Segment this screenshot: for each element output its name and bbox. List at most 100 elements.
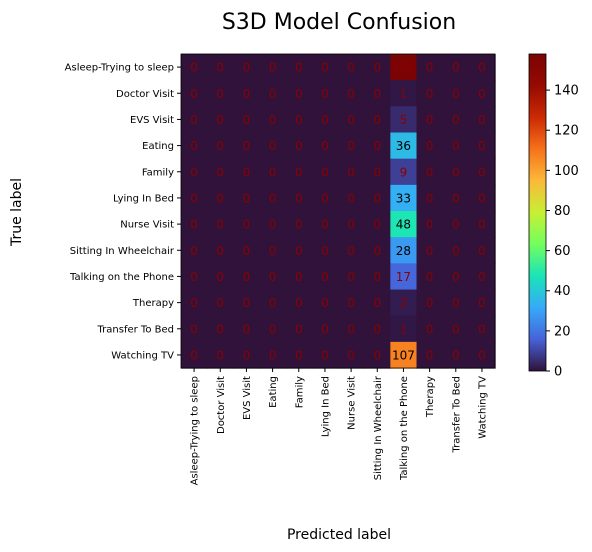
heatmap-cell: [181, 211, 208, 238]
cell-value-label: 0: [347, 270, 355, 284]
heatmap-cell: [207, 211, 234, 238]
heatmap-cell: [364, 106, 391, 134]
cell-value-label: 0: [190, 61, 198, 75]
heatmap-cell: [259, 315, 287, 343]
heatmap-cell: [233, 132, 261, 160]
heatmap-cell: [390, 289, 418, 317]
heatmap-cell: [468, 263, 496, 291]
y-tick-label: Talking on the Phone: [69, 272, 174, 283]
heatmap-cell: [468, 132, 496, 160]
cell-value-label: 0: [426, 139, 434, 153]
cell-value-label: 0: [243, 87, 251, 101]
heatmap-cell: [390, 263, 418, 291]
cell-value-label: 0: [216, 244, 224, 258]
cell-value-label: 0: [243, 61, 251, 75]
cell-value-label: 0: [190, 139, 198, 153]
y-tick-labels: Asleep-Trying to sleep Doctor Visit EVS Vi…: [65, 63, 181, 361]
heatmap-cell: [442, 132, 470, 160]
heatmap-cell: [442, 54, 470, 81]
cell-value-label: 0: [321, 296, 329, 310]
heatmap-cell: [442, 211, 470, 238]
colorbar-tick-label: 140: [554, 84, 579, 99]
heatmap-cell: [338, 106, 365, 134]
cell-value-label: 0: [347, 322, 355, 336]
heatmap-cell: [364, 237, 391, 264]
colorbar-tick-label: 120: [554, 124, 579, 139]
cell-value-label: 0: [347, 218, 355, 232]
cell-value-label: 0: [373, 296, 381, 310]
x-tick-label: EVS Visit: [242, 376, 253, 420]
heatmap-cell: [364, 158, 391, 186]
heatmap-cell: [285, 106, 313, 134]
heatmap-cell: [311, 184, 339, 212]
colorbar-tick-label: 0: [554, 365, 562, 380]
cell-value-label: 0: [478, 296, 486, 310]
heatmap-cell: [311, 211, 339, 238]
heatmap-cell: [468, 158, 496, 186]
cell-value-label: 0: [321, 270, 329, 284]
heatmap-cell: [364, 263, 391, 291]
cell-value-label: 0: [190, 165, 198, 179]
heatmap-cell: [364, 289, 391, 317]
x-tick-label: Watching TV: [477, 376, 488, 439]
cell-value-label: 0: [373, 348, 381, 362]
heatmap-cell: [207, 54, 234, 81]
heatmap-cell: [416, 80, 444, 107]
cell-value-label: 0: [478, 270, 486, 284]
heatmap-cell: [390, 184, 418, 212]
heatmap-cell: [181, 54, 208, 81]
x-tick-label: Transfer To Bed: [451, 376, 462, 453]
cell-value-label: 0: [269, 348, 277, 362]
heatmap-cell: [364, 80, 391, 107]
colorbar: 0 20 40 60 80 100 120 140: [528, 53, 579, 380]
heatmap-cell: [181, 184, 208, 212]
cell-value-label: 0: [478, 87, 486, 101]
heatmap-cell: [285, 80, 313, 107]
cell-value-label: 0: [295, 270, 303, 284]
heatmap-cell: [311, 289, 339, 317]
cell-value-label: 0: [426, 348, 434, 362]
heatmap-cell: [390, 315, 418, 343]
cell-value-label: 0: [190, 191, 198, 205]
heatmap-cell: [390, 158, 418, 186]
heatmap-cell: [442, 237, 470, 264]
heatmap-cell: [364, 315, 391, 343]
cell-value-label: 0: [243, 244, 251, 258]
cell-value-label: 0: [190, 296, 198, 310]
cell-value-label: 0: [373, 218, 381, 232]
cell-value-label: 0: [295, 218, 303, 232]
cell-value-label: 0: [426, 322, 434, 336]
cell-value-label: 0: [452, 113, 460, 127]
cell-value-label: 0: [347, 61, 355, 75]
cell-value-label: 0: [216, 270, 224, 284]
heatmap-cell: [233, 80, 261, 107]
heatmap-cell: [259, 211, 287, 238]
colorbar-tick-label: 40: [554, 284, 571, 299]
cell-value-label: 0: [452, 218, 460, 232]
cell-value-label: 0: [295, 87, 303, 101]
heatmap-cell: [338, 237, 365, 264]
heatmap-cell: [285, 315, 313, 343]
cell-value-label: 0: [269, 139, 277, 153]
cell-value-label: 0: [373, 322, 381, 336]
heatmap-cell: [233, 184, 261, 212]
heatmap-cell: [207, 132, 234, 160]
heatmap-cell: [285, 211, 313, 238]
cell-value-label: 0: [295, 322, 303, 336]
heatmap-cell: [207, 106, 234, 134]
cell-value-label: 0: [426, 87, 434, 101]
heatmap-cell: [233, 289, 261, 317]
heatmap-cell: [338, 132, 365, 160]
heatmap-cell: [442, 184, 470, 212]
heatmap-cell: [207, 80, 234, 107]
heatmap-cell: [338, 211, 365, 238]
heatmap-cell: [364, 54, 391, 81]
heatmap-cell: [311, 315, 339, 343]
heatmap-cell: [233, 54, 261, 81]
heatmap-cell: [181, 237, 208, 264]
heatmap-cell: [416, 263, 444, 291]
x-tick-label: Eating: [268, 376, 279, 408]
heatmap-cell: [338, 341, 365, 369]
heatmap-cell: [259, 263, 287, 291]
x-tick-label: Family: [294, 376, 305, 408]
